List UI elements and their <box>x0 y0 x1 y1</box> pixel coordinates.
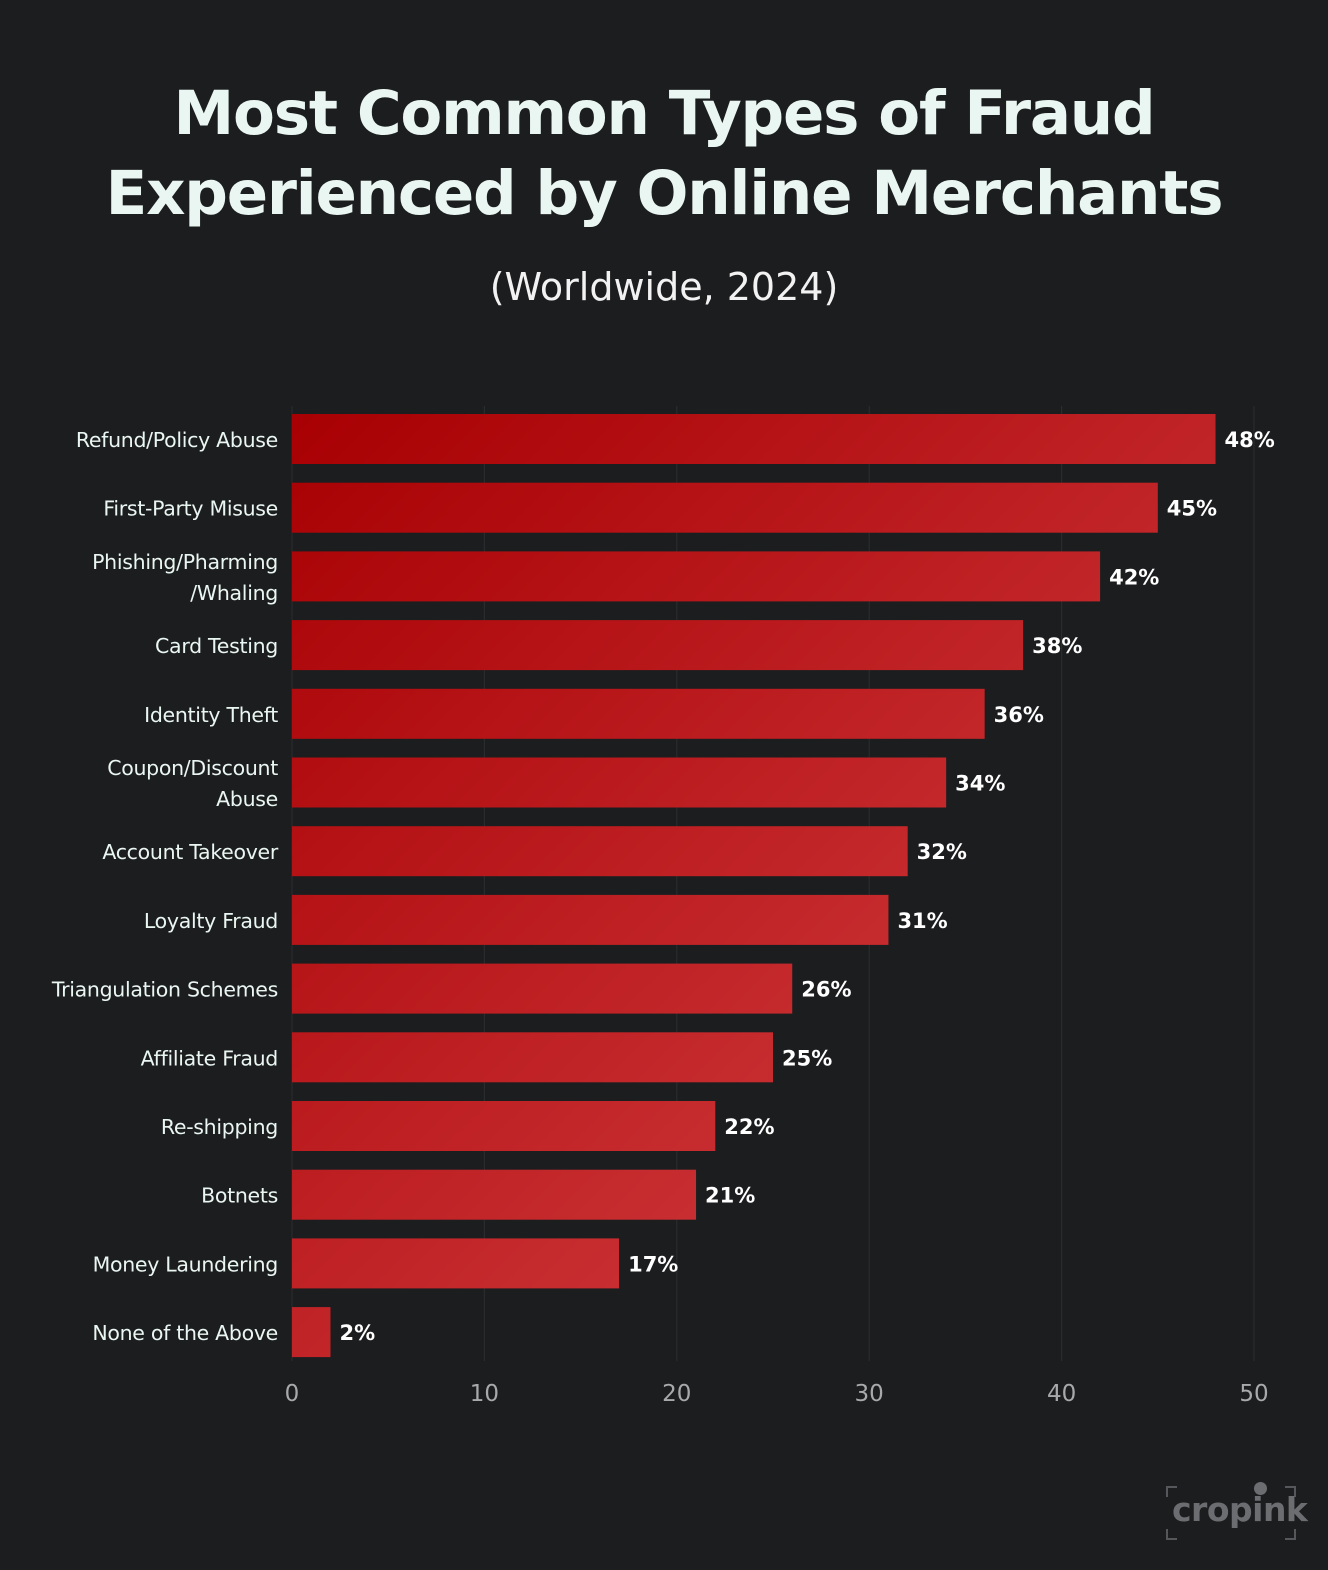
category-label: Re-shipping <box>161 1115 278 1139</box>
data-label: 2% <box>339 1321 375 1345</box>
logo-corner-icon <box>1285 1529 1296 1540</box>
category-label: Loyalty Fraud <box>144 909 278 933</box>
bar <box>292 1101 716 1151</box>
category-label: Botnets <box>201 1184 278 1208</box>
category-label-line: Abuse <box>216 787 278 811</box>
category-label: First-Party Misuse <box>103 497 278 521</box>
data-label: 32% <box>917 840 967 864</box>
bars <box>292 414 1216 1358</box>
category-label: Affiliate Fraud <box>141 1046 278 1070</box>
category-label-line: Loyalty Fraud <box>144 909 278 933</box>
bar <box>292 1238 620 1289</box>
data-label: 31% <box>897 909 947 933</box>
chart-title: Most Common Types of Fraud Experienced b… <box>0 74 1328 234</box>
category-label-line: First-Party Misuse <box>103 497 278 521</box>
logo-corner-icon <box>1166 1486 1177 1497</box>
bar <box>292 826 908 877</box>
category-label: Coupon/Discount Abuse <box>107 756 278 811</box>
x-axis-ticks: 0 10 20 30 40 50 <box>285 1381 1269 1407</box>
category-labels: Refund/Policy Abuse First-Party Misuse Phi… <box>51 428 279 1345</box>
x-tick-label: 40 <box>1047 1381 1076 1407</box>
x-tick-label: 50 <box>1239 1381 1268 1407</box>
data-label: 25% <box>782 1046 832 1070</box>
bar <box>292 482 1158 533</box>
data-label: 36% <box>994 703 1044 727</box>
category-label: Identity Theft <box>144 703 278 727</box>
category-label-line: Re-shipping <box>161 1115 278 1139</box>
data-label: 22% <box>724 1115 774 1139</box>
data-label: 21% <box>705 1184 755 1208</box>
data-label: 26% <box>801 978 851 1002</box>
logo-text: cropink <box>1172 1490 1308 1529</box>
dot-icon <box>1254 1482 1267 1495</box>
category-label-line: None of the Above <box>92 1321 278 1345</box>
bar <box>292 757 947 808</box>
bar <box>292 414 1216 464</box>
chart-title-line-1: Most Common Types of Fraud <box>173 78 1156 149</box>
x-tick-label: 20 <box>662 1381 691 1407</box>
bar <box>292 688 985 739</box>
logo-corner-icon <box>1285 1486 1296 1497</box>
category-label-line: Money Laundering <box>93 1252 278 1276</box>
category-label-line: Botnets <box>201 1184 278 1208</box>
bar <box>292 894 889 945</box>
category-label: Card Testing <box>155 634 278 658</box>
chart-subtitle: (Worldwide, 2024) <box>489 265 839 309</box>
category-label: Money Laundering <box>93 1252 278 1276</box>
bar <box>292 1032 773 1083</box>
category-label: None of the Above <box>92 1321 278 1345</box>
chart-title-line-2: Experienced by Online Merchants <box>105 158 1224 229</box>
category-label-line: Phishing/Pharming <box>92 550 278 574</box>
category-label-line: Identity Theft <box>144 703 278 727</box>
data-label: 48% <box>1225 428 1275 452</box>
x-tick-label: 30 <box>855 1381 884 1407</box>
x-tick-label: 10 <box>470 1381 499 1407</box>
cropink-logo: cropink <box>1166 1480 1308 1540</box>
category-label: Triangulation Schemes <box>51 978 278 1002</box>
category-label-line: Refund/Policy Abuse <box>76 428 278 452</box>
category-label-line: Coupon/Discount <box>107 756 278 780</box>
data-labels: 48% 45% 42% 38% 36% 34% 32% 31% 26% 25% 22% 21% 17% 2… <box>339 428 1274 1345</box>
data-label: 42% <box>1109 565 1159 589</box>
category-label: Refund/Policy Abuse <box>76 428 278 452</box>
data-label: 38% <box>1032 634 1082 658</box>
category-label-line: Account Takeover <box>102 840 279 864</box>
category-label-line: /Whaling <box>190 581 278 605</box>
category-label: Account Takeover <box>102 840 279 864</box>
category-label: Phishing/Pharming/Whaling <box>92 550 278 605</box>
data-label: 45% <box>1167 497 1217 521</box>
bar <box>292 551 1101 602</box>
bar <box>292 620 1024 671</box>
category-label-line: Triangulation Schemes <box>51 978 278 1002</box>
category-label-line: Affiliate Fraud <box>141 1046 278 1070</box>
bar <box>292 1169 697 1220</box>
bar <box>292 963 793 1014</box>
x-tick-label: 0 <box>285 1381 300 1407</box>
data-label: 34% <box>955 772 1005 796</box>
logo-corner-icon <box>1166 1529 1177 1540</box>
data-label: 17% <box>628 1252 678 1276</box>
category-label-line: Card Testing <box>155 634 278 658</box>
bar <box>292 1307 331 1358</box>
